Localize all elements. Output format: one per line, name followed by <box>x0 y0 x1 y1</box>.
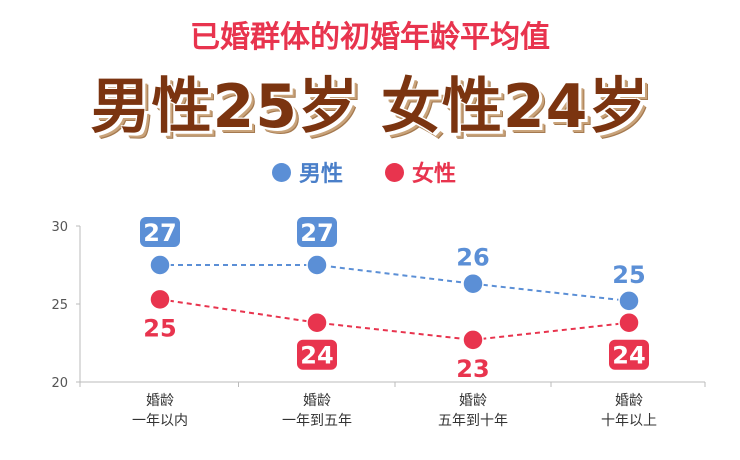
y-tick-label-1: 25 <box>51 298 68 313</box>
data-label-box-0-0 <box>140 217 180 247</box>
data-point-0-3 <box>618 290 640 312</box>
chart-headline: 男性25岁 女性24岁 <box>90 72 650 142</box>
legend: 男性 女性 <box>0 157 740 187</box>
x-tick-label-0-0: 婚龄 <box>146 393 174 409</box>
legend-label-male: 男性 <box>299 162 344 187</box>
data-label-0-2: 26 <box>456 244 489 272</box>
legend-item-male: 男性 <box>272 157 343 187</box>
data-label-box-1-1 <box>297 339 337 370</box>
x-tick-label-1-1: 一年到五年 <box>282 413 352 429</box>
data-label-0-0: 27 <box>143 219 176 247</box>
legend-marker-male <box>272 162 291 182</box>
data-label-0-1: 27 <box>300 219 333 247</box>
legend-label-female: 女性 <box>412 162 457 187</box>
x-tick-label-2-1: 五年到十年 <box>438 413 508 429</box>
x-tick-label-1-0: 婚龄 <box>303 393 331 409</box>
legend-marker-female <box>385 162 404 182</box>
data-point-1-0 <box>149 288 171 311</box>
x-tick-label-2-0: 婚龄 <box>459 393 487 409</box>
data-label-1-0: 25 <box>143 314 176 342</box>
series-line-1 <box>159 298 630 341</box>
x-tick-label-3-0: 婚龄 <box>615 393 643 409</box>
x-tick-label-3-1: 十年以上 <box>601 413 657 429</box>
data-point-1-1 <box>306 311 328 334</box>
data-point-0-0 <box>149 254 171 276</box>
y-tick-label-0: 20 <box>51 376 68 391</box>
data-label-box-0-1 <box>297 217 337 247</box>
data-label-1-3: 24 <box>612 342 645 370</box>
y-tick-label-2: 30 <box>51 220 68 235</box>
chart-subtitle: 已婚群体的初婚年龄平均值 <box>190 20 550 55</box>
data-label-1-2: 23 <box>456 355 489 383</box>
data-label-box-1-3 <box>609 339 649 370</box>
data-label-0-3: 25 <box>612 261 645 289</box>
series-line-0 <box>160 264 630 302</box>
data-point-1-3 <box>618 311 640 334</box>
data-label-1-1: 24 <box>300 342 333 370</box>
data-point-0-2 <box>462 272 484 295</box>
x-tick-label-0-1: 一年以内 <box>132 413 188 429</box>
data-point-1-2 <box>462 329 484 351</box>
legend-item-female: 女性 <box>385 157 456 187</box>
data-point-0-1 <box>306 254 328 276</box>
